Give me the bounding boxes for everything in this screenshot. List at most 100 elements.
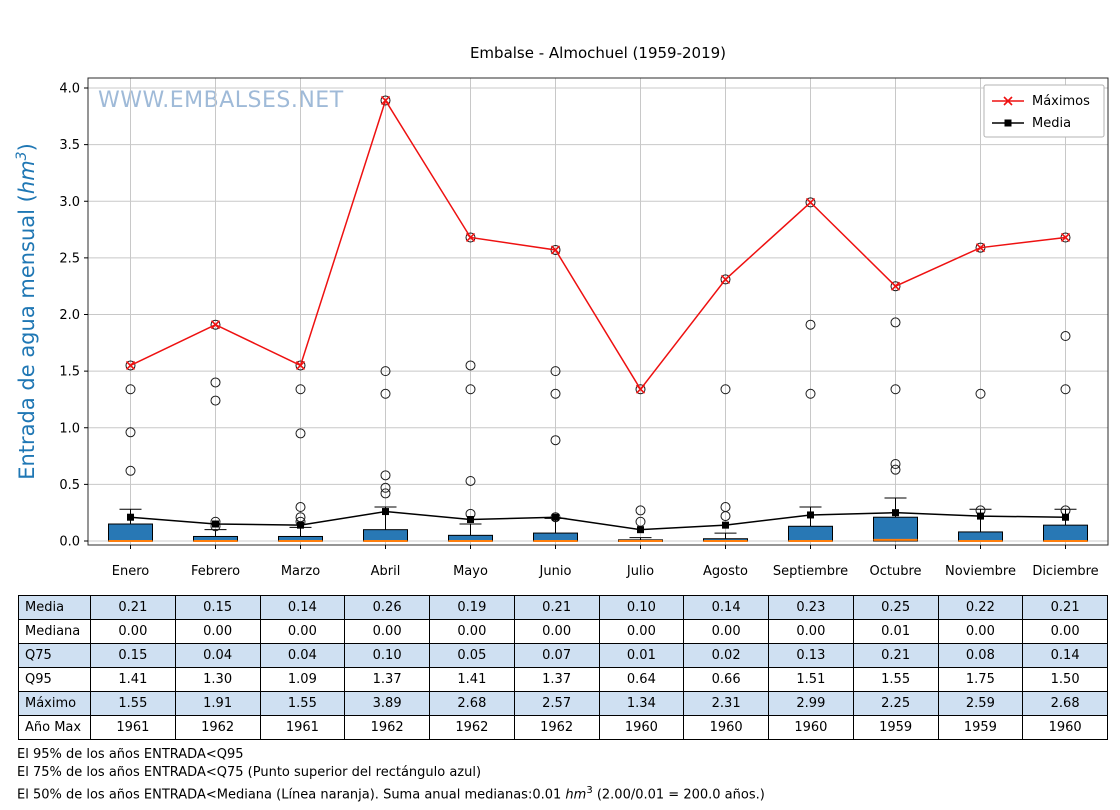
outlier-circle xyxy=(1060,331,1071,342)
table-row-año-max: Año Max 1961 1962 1961 1962 1962 1962 1960 1960 1… xyxy=(18,715,1108,740)
legend-label-maximos: Máximos xyxy=(1032,94,1090,109)
box xyxy=(363,529,408,542)
row-label: Mediana xyxy=(18,619,91,644)
table-cell: 1.55 xyxy=(852,667,939,692)
media-marker xyxy=(212,520,219,528)
max-marker xyxy=(550,245,561,255)
legend-label-media: Media xyxy=(1032,116,1071,131)
media-marker xyxy=(977,512,984,520)
max-marker xyxy=(1060,232,1071,243)
x-tick-label: Mayo xyxy=(453,564,488,579)
y-tick-label: 3.0 xyxy=(59,195,80,210)
outlier-circle xyxy=(465,384,476,395)
max-marker xyxy=(720,274,731,284)
box xyxy=(873,516,918,542)
box xyxy=(788,525,833,542)
legend-box xyxy=(983,84,1105,138)
table-cell: 2.57 xyxy=(513,691,600,716)
outlier-circle xyxy=(380,470,391,481)
table-cell: 1960 xyxy=(598,715,685,740)
x-tick-label: Febrero xyxy=(191,564,240,579)
table-cell: 0.14 xyxy=(259,595,346,620)
y-tick-label: 0.5 xyxy=(59,478,80,493)
table-cell: 0.00 xyxy=(768,619,854,644)
outlier-circle xyxy=(1060,384,1071,395)
row-label: Q95 xyxy=(18,667,91,692)
table-cell: 0.08 xyxy=(937,643,1024,668)
outlier-circle xyxy=(295,428,306,439)
max-marker xyxy=(890,281,901,291)
max-marker xyxy=(380,95,391,106)
table-cell: 1.41 xyxy=(90,667,176,692)
legend-media-marker xyxy=(1004,119,1012,127)
outlier-circle xyxy=(380,482,391,493)
x-tick-label: Marzo xyxy=(281,564,320,579)
outlier-circle xyxy=(465,360,476,371)
y-tick-label: 1.0 xyxy=(59,421,80,436)
max-marker xyxy=(805,197,816,207)
row-label: Q75 xyxy=(18,643,91,668)
table-cell: 1.51 xyxy=(768,667,854,692)
outlier-circle xyxy=(465,475,476,486)
x-tick-label: Enero xyxy=(112,564,150,579)
table-cell: 2.25 xyxy=(852,691,939,716)
table-cell: 1962 xyxy=(344,715,430,740)
outlier-circle xyxy=(380,366,391,377)
table-row-media: Media 0.21 0.15 0.14 0.26 0.19 0.21 0.10 0.14 0.2… xyxy=(18,595,1108,620)
outlier-circle xyxy=(125,465,136,476)
table-cell: 1.37 xyxy=(513,667,600,692)
media-marker xyxy=(1062,513,1069,521)
box xyxy=(1043,524,1088,542)
x-tick-label: Agosto xyxy=(703,564,748,579)
table-cell: 0.25 xyxy=(852,595,939,620)
table-cell: 1959 xyxy=(937,715,1024,740)
table-cell: 0.26 xyxy=(344,595,430,620)
table-cell: 2.68 xyxy=(429,691,515,716)
legend-max-marker xyxy=(1003,96,1013,106)
table-cell: 1962 xyxy=(513,715,600,740)
y-tick-label: 1.5 xyxy=(59,365,80,380)
y-tick-label: 2.5 xyxy=(59,251,80,266)
outlier-circle xyxy=(890,281,901,292)
table-cell: 3.89 xyxy=(344,691,430,716)
row-label: Año Max xyxy=(18,715,91,740)
outlier-circle xyxy=(125,360,136,371)
table-cell: 1960 xyxy=(683,715,769,740)
table-cell: 0.07 xyxy=(513,643,600,668)
x-tick-label: Noviembre xyxy=(945,564,1016,579)
table-cell: 2.59 xyxy=(937,691,1024,716)
table-cell: 2.99 xyxy=(768,691,854,716)
outlier-circle xyxy=(635,505,646,516)
x-tick-label: Octubre xyxy=(869,564,921,579)
axis-ticks: 0.0 0.5 1.0 1.5 2.0 2.5 3.0 3.5 4.0 Enero Febrero M… xyxy=(59,82,1098,580)
table-cell: 0.21 xyxy=(1022,595,1108,620)
table-cell: 0.21 xyxy=(852,643,939,668)
outlier-circle xyxy=(890,458,901,469)
table-cell: 0.00 xyxy=(937,619,1024,644)
media-marker xyxy=(892,509,899,517)
y-tick-label: 4.0 xyxy=(59,82,80,97)
footnotes: El 95% de los años ENTRADA<Q95 El 75% de… xyxy=(17,747,765,805)
boxplots xyxy=(108,95,1088,542)
table-cell: 0.00 xyxy=(90,619,176,644)
max-marker xyxy=(295,360,306,371)
table-cell: 2.68 xyxy=(1022,691,1108,716)
outlier-circle xyxy=(805,388,816,399)
outlier-circle xyxy=(210,395,221,406)
outlier-circle xyxy=(805,197,816,208)
max-marker xyxy=(465,232,476,243)
outlier-circle xyxy=(550,435,561,446)
outlier-circle xyxy=(380,388,391,399)
table-cell: 1.41 xyxy=(429,667,515,692)
footnote3-unit: hm xyxy=(565,787,587,803)
table-row-q95: Q95 1.41 1.30 1.09 1.37 1.41 1.37 0.64 0.66 1.51 1… xyxy=(18,667,1108,692)
footnote-line-1: El 95% de los años ENTRADA<Q95 xyxy=(17,747,244,762)
table-cell: 0.05 xyxy=(429,643,515,668)
table-cell: 0.00 xyxy=(683,619,769,644)
table-row-máximo: Máximo 1.55 1.91 1.55 3.89 2.68 2.57 1.34 2.31 2.… xyxy=(18,691,1108,716)
table-cell: 1.55 xyxy=(90,691,176,716)
table-cell: 0.01 xyxy=(852,619,939,644)
table-cell: 1.75 xyxy=(937,667,1024,692)
outlier-circle xyxy=(380,488,391,499)
table-cell: 1959 xyxy=(852,715,939,740)
